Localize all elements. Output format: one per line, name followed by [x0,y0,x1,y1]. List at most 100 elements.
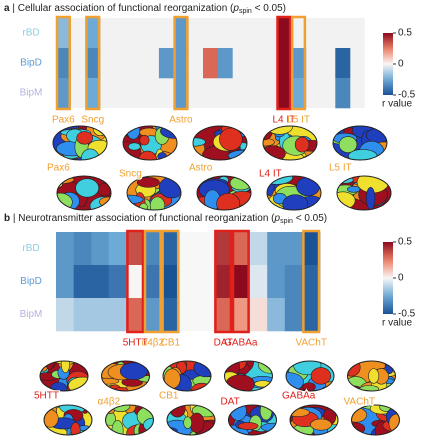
heatmap-cell [302,298,321,332]
panel-title: a | Cellular association of functional r… [4,3,286,16]
heatmap-cell [232,265,250,299]
brain-outline [101,360,150,392]
brain-outline [52,125,108,161]
column-label: L4 IT [272,115,295,126]
row-label: rBD [22,243,39,254]
title-text: | Cellular association of functional reo… [10,3,234,14]
brain-map-label: Pax6 [47,163,70,174]
brain-outline [285,360,335,392]
heatmap-cell [284,265,303,299]
brain-outline [43,404,93,436]
brain-outline [347,360,396,392]
panel-letter: a [4,3,10,14]
heatmap-cell [284,232,303,266]
column-highlight [302,229,321,334]
title-tail: < 0.05) [293,213,327,224]
colorbar [383,242,393,314]
column-label: 5HTT [123,338,148,349]
column-highlight [85,15,101,111]
brain-map-label: 5HTT [34,391,59,402]
heatmap-cell [85,78,101,109]
heatmap-cell [56,78,71,109]
heatmap-cell [173,48,189,79]
heatmap-cell [276,18,292,49]
brain-outline [162,360,212,392]
heatmap-cell [108,232,127,266]
panel-title: b | Neurotransmitter association of func… [4,213,327,226]
colorbar-tick-label: 0.5 [398,237,412,248]
title-symbol: p [232,3,239,14]
heatmap-cell [56,265,74,299]
column-highlight [276,15,292,111]
heatmap-cell [217,48,233,79]
heatmap-cell [276,48,292,79]
brain-map [53,126,107,160]
heatmap-cell [56,18,71,49]
heatmap-cell [249,232,268,266]
column-label: VAChT [295,338,327,349]
brain-map-label: Astro [189,163,213,174]
brain-outline [192,125,248,161]
heatmap-cell [214,232,233,266]
title-symbol: p [274,213,281,224]
heatmap-cell [126,298,145,332]
column-label: L5 IT [287,115,310,126]
heatmap-cell [73,265,92,299]
title-subscript: spin [239,8,252,15]
brain-outline [336,175,392,211]
heatmap-cell [91,232,110,266]
column-label: Sncg [81,115,104,126]
brain-map-label: Sncg [119,169,142,180]
heatmap-cell [284,298,303,332]
column-highlight [126,229,145,334]
brain-outline [332,125,388,161]
row-label: rBD [22,28,39,39]
heatmap-cell [291,48,307,79]
heatmap-cell [126,265,145,299]
brain-outline [228,404,277,436]
brain-outline [105,404,154,436]
heatmap-cell [161,232,180,266]
row-label: BipM [20,309,43,320]
heatmap-cell [108,298,127,332]
colorbar [383,33,393,95]
column-label: Pax6 [52,115,75,126]
heatmap-cell [249,298,268,332]
heatmap-cell [56,298,74,332]
column-highlight [55,15,71,111]
column-label: DAT [214,338,233,349]
brain-outline [351,404,400,436]
column-label: α4β2 [141,338,164,349]
heatmap-cell [214,298,233,332]
heatmap-cell [249,265,268,299]
brain-outline [166,404,216,436]
brain-map-label: α4β2 [98,397,121,408]
colorbar-tick-label: -0.5 [398,309,416,320]
brain-outline [122,125,178,161]
brain-map-label: VAChT [344,397,376,408]
heatmap-cell [302,265,321,299]
column-highlight [290,15,307,111]
colorbar-label: r value [382,99,412,110]
brain-map-label: GABAa [282,391,316,402]
row-label: BipM [20,88,43,99]
heatmap-cell [173,78,189,109]
brain-map-label: DAT [221,397,240,408]
column-highlight [231,229,250,334]
brain-map-label: CB1 [159,391,179,402]
heatmap-cell [214,265,233,299]
heatmap-cell [232,298,250,332]
colorbar-tick-label: -0.5 [398,90,416,101]
heatmap-cell [267,265,286,299]
heatmap-cell [91,298,110,332]
column-label: Astro [169,115,193,126]
colorbar-label: r value [382,318,412,329]
heatmap-cell [267,298,286,332]
colorbar-tick-label: 0 [398,273,404,284]
column-highlight [161,229,180,334]
title-tail: < 0.05) [252,3,286,14]
heatmap-cell [161,265,180,299]
panel-letter: b [4,213,10,224]
heatmap-cell [232,232,250,266]
